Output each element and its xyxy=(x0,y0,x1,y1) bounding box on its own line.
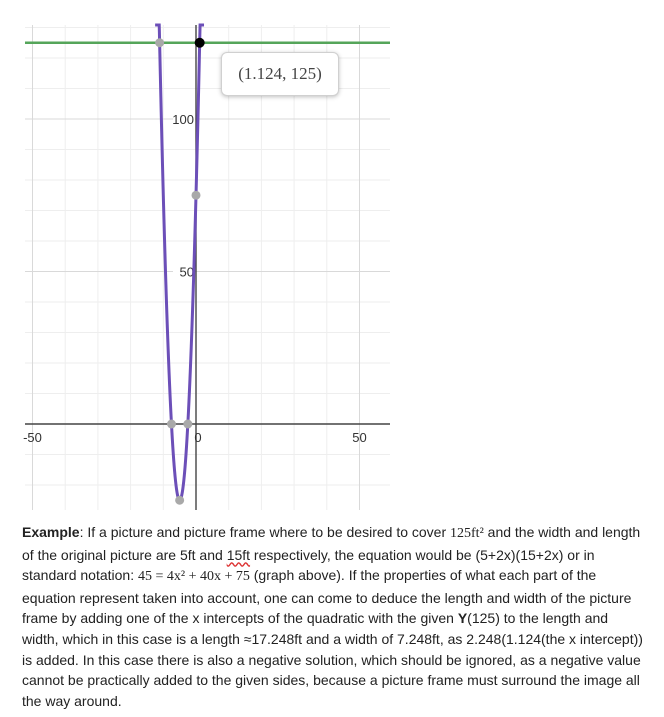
text-part-4: (graph above). If the properties of what… xyxy=(22,567,632,627)
equation: 45 = 4x² + 40x + 75 xyxy=(137,569,250,585)
text-part-2: and the width and length of the original… xyxy=(22,524,641,563)
example-label: Example xyxy=(22,524,80,540)
graph: -50 50 0 50 100 xyxy=(23,23,390,510)
y-tick-bg xyxy=(173,262,195,280)
minor-gridlines xyxy=(25,25,390,510)
y-tick-label: 100 xyxy=(172,112,194,127)
x-tick-label: -50 xyxy=(23,430,42,445)
highlighted-point xyxy=(194,37,205,48)
gray-point-marker xyxy=(183,419,193,429)
y-tick-bg xyxy=(173,110,195,127)
text-part-1: : If a picture and picture frame where t… xyxy=(79,524,451,540)
y-tick-label: 50 xyxy=(180,265,194,280)
y-label: Y xyxy=(457,610,468,627)
major-gridlines xyxy=(25,25,390,510)
gray-point-marker xyxy=(191,190,201,200)
misspelled-word: 15ft xyxy=(226,546,251,563)
origin-tick-label: 0 xyxy=(194,430,201,445)
example-paragraph: Example: If a picture and picture frame … xyxy=(22,522,644,711)
point-coordinate-label: (1.124, 125) xyxy=(221,52,339,96)
gray-point-marker xyxy=(175,495,185,505)
point-markers xyxy=(155,37,205,505)
gray-point-marker xyxy=(166,419,176,429)
tick-labels: -50 50 0 50 100 xyxy=(23,110,367,445)
area-formula: 125ft² xyxy=(450,526,484,541)
text-part-3: respectively, the equation would be (5+2… xyxy=(22,546,595,584)
x-tick-label: 50 xyxy=(352,430,366,445)
text-part-5: (125) to the length and width, which in … xyxy=(22,610,643,709)
gray-point-marker xyxy=(155,38,165,48)
